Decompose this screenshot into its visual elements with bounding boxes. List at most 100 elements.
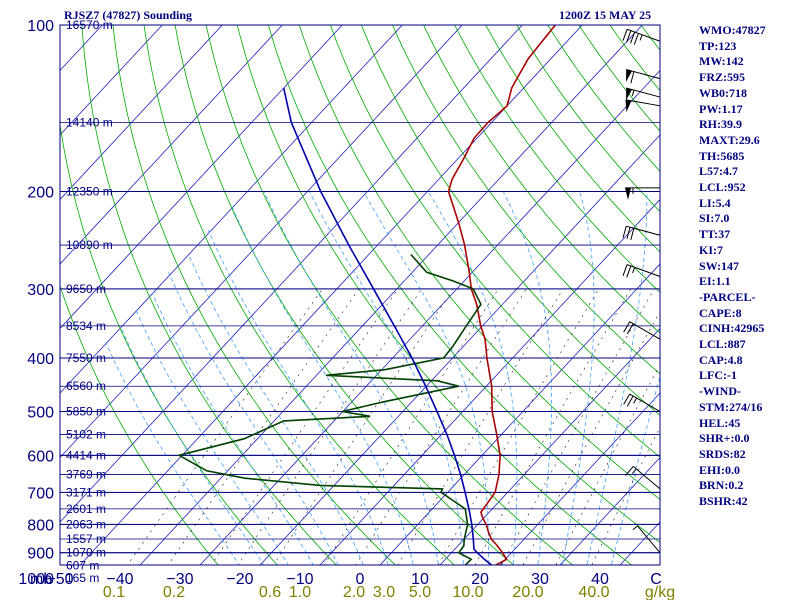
dry-adiabat-line [392,25,660,375]
height-label: 607 m [66,559,99,573]
moist-adiabat-line [105,342,240,565]
dry-adiabat-line [81,25,337,565]
height-label: 12350 m [66,184,113,198]
barb-shaft [629,321,661,340]
wind-barb [622,28,661,45]
height-label: 6560 m [66,379,106,393]
temperature-tick-label: 30 [531,571,549,588]
isotherm-line [199,69,660,565]
pressure-tick-label: 500 [27,405,54,422]
barb-shaft [629,393,661,412]
pressure-tick-label: 800 [27,517,54,534]
barb-half-feather [632,525,638,531]
wind-barb [622,264,661,278]
isotherm-line [439,327,660,565]
index-row: HEL:45 [699,415,741,430]
barb-flag [625,88,632,101]
isotherm-line [79,25,583,565]
isotherm-line [379,263,660,565]
temperature-tick-label: −10 [286,571,313,588]
isotherm-line [319,198,660,565]
index-row: -WIND- [699,384,741,399]
wind-barb [622,225,661,240]
moist-adiabat-line [207,230,389,565]
height-label: 3171 m [66,485,106,499]
index-row: -PARCEL- [699,289,756,304]
index-row: LFC:-1 [699,368,737,383]
mixing-ratio-tick-label: 3.0 [373,584,395,600]
index-row: RH:39.9 [699,117,742,132]
pressure-tick-label: 300 [27,282,54,299]
index-row: WMO:47827 [699,23,766,37]
barb-feather [622,226,627,238]
pressure-tick-label: 100 [27,18,54,35]
wind-barb [625,187,660,200]
mixing-ratio-tick-label: 0.1 [103,584,125,600]
dry-adiabat-line [329,25,660,458]
dry-adiabat-line [60,122,278,565]
pressure-tick-label: 600 [27,448,54,465]
height-label: 2063 m [66,517,106,531]
temperature-line [447,25,556,565]
barb-half-feather [632,267,636,274]
index-row: LCL:952 [699,180,746,195]
barb-feather [633,33,639,45]
height-label: 16570 m [66,18,113,32]
observation-time: 1200Z 15 MAY 25 [559,8,652,22]
wind-barb [625,69,661,84]
index-row: CINH:42965 [699,321,765,336]
index-row: SW:147 [699,258,740,273]
temperature-tick-label: −50 [46,571,73,588]
pressure-unit-label: mb [30,571,52,588]
barb-feather [623,321,631,333]
isotherm-line [0,13,54,590]
moist-adiabat-line [502,191,552,565]
pressure-tick-label: 400 [27,351,54,368]
mixing-ratio-line [555,364,660,565]
wind-barb [632,525,661,554]
mixing-ratio-tick-label: 5.0 [409,584,431,600]
moist-adiabat-line [562,191,595,565]
barb-flag [625,187,631,200]
barb-half-feather [631,89,635,97]
barb-feather [626,30,632,43]
height-label: 8534 m [66,319,106,333]
pressure-tick-label: 200 [27,184,54,201]
mixing-ratio-line [355,288,527,565]
barb-flag [625,69,632,82]
wind-barb [625,466,661,490]
moist-adiabat-line [119,325,265,565]
index-row: BRN:0.2 [699,478,744,493]
index-row: LI:5.4 [699,195,731,210]
dry-adiabat-line [454,25,660,293]
height-label: 5850 m [66,405,106,419]
temperature-tick-label: 20 [471,571,489,588]
dry-adiabat-line [236,25,633,565]
mixing-ratio-line [237,288,423,565]
index-row: WB0:718 [699,85,747,100]
index-row: SHR+:0.0 [699,431,750,446]
index-row: FRZ:595 [699,70,745,85]
height-label: 14140 m [66,115,113,129]
mixing-ratio-tick-label: 0.2 [163,584,185,600]
isotherm-line [60,25,463,459]
mixing-ratio-line [397,288,564,565]
indices-panel: WMO:47827 TP:123 MW:142 FRZ:595 WB0:718 PW:1.… [699,23,799,510]
dry-adiabat-line [267,25,660,543]
mixing-ratio-line [273,288,454,565]
isotherm-line [259,134,660,565]
index-row: BSHR:42 [699,494,748,509]
index-row: TP:123 [699,38,737,53]
barb-feather [625,466,634,476]
dry-adiabat-line [174,25,515,565]
height-label: 5102 m [66,427,106,441]
temperature-tick-label: −40 [106,571,133,588]
index-row: TH:5685 [699,148,745,163]
dry-adiabat-line [60,284,219,565]
index-row: PW:1.17 [699,101,743,116]
barb-flag [625,99,632,113]
barb-shaft [626,225,661,236]
dry-adiabat-line [485,25,660,253]
